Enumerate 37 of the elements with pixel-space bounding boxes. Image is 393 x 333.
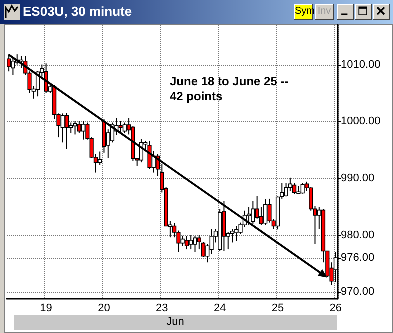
chart-title: ES03U, 30 minute xyxy=(23,4,132,19)
y-tick-label: 990.00 xyxy=(341,172,375,184)
y-tick-label: 970.00 xyxy=(341,286,375,298)
candlestick xyxy=(234,226,239,242)
x-tick-label: 23 xyxy=(156,302,168,314)
candlestick xyxy=(300,182,305,194)
x-tick-label: 25 xyxy=(272,302,284,314)
candlestick xyxy=(246,206,252,226)
inv-button: Inv xyxy=(315,4,334,20)
x-tick-label: 24 xyxy=(214,302,226,314)
x-tick-label: 26 xyxy=(330,302,342,314)
candlestick xyxy=(122,122,127,134)
x-tick-label: 20 xyxy=(98,302,110,314)
candlestick xyxy=(184,236,190,250)
candlestick xyxy=(81,120,86,140)
candlestick xyxy=(180,235,185,247)
candlestick xyxy=(77,120,82,134)
y-tick-label: 1000.00 xyxy=(341,116,381,128)
candlestick xyxy=(11,57,16,76)
candlestick xyxy=(210,228,214,255)
x-axis-title: Jun xyxy=(14,315,337,330)
candlestick xyxy=(7,54,12,72)
candlestick xyxy=(251,200,256,224)
candlestick xyxy=(148,140,152,170)
candlestick xyxy=(189,234,194,250)
y-tick-label: 976.00 xyxy=(341,252,375,264)
candlestick xyxy=(264,199,268,226)
candlestick xyxy=(73,120,78,136)
candlestick xyxy=(60,113,65,144)
candlestick xyxy=(64,112,70,150)
candlestick xyxy=(98,151,102,166)
candlestick xyxy=(118,120,123,134)
y-tick-label: 980.00 xyxy=(341,229,375,242)
candlestick xyxy=(193,236,198,253)
y-tick-label: 1010.00 xyxy=(341,58,381,71)
annotation: June 18 to June 25 -- 42 points xyxy=(170,74,289,104)
x-tick-label: 19 xyxy=(40,302,52,314)
